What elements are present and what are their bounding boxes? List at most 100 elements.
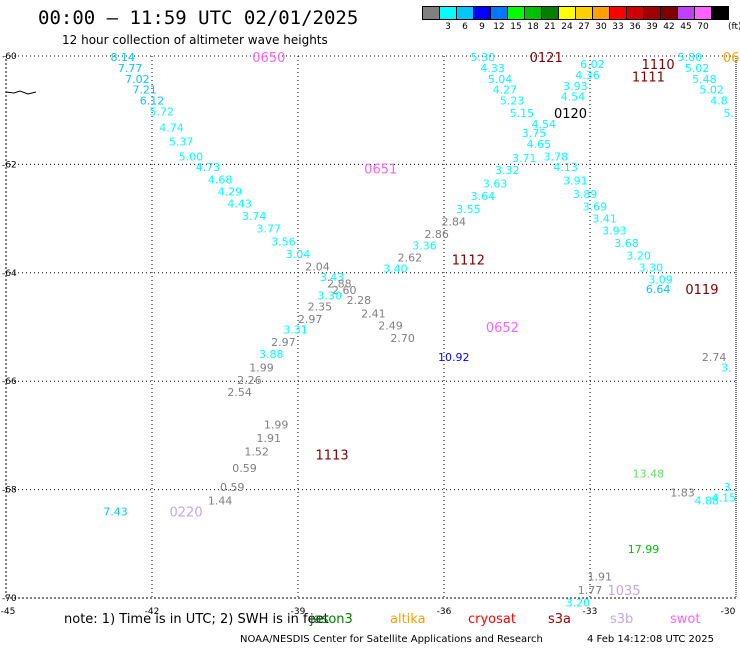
- wave-height-value: 4.88: [695, 494, 720, 507]
- legend-tick-label: 6: [462, 22, 468, 32]
- wave-height-value: 1.52: [244, 446, 269, 459]
- wave-height-value: 5.30: [471, 51, 496, 64]
- wave-height-value: 2.41: [361, 307, 386, 320]
- wave-height-value: 10.92: [438, 351, 470, 364]
- wave-height-value: 4.68: [208, 174, 233, 187]
- wave-height-value: 1.91: [257, 432, 282, 445]
- lon-tick-label: -42: [145, 607, 160, 617]
- wave-height-value: 3.31: [283, 324, 308, 337]
- wave-height-value: 2.35: [308, 300, 333, 313]
- track-time-label: 1113: [316, 448, 349, 463]
- lon-tick-label: -39: [291, 607, 306, 617]
- wave-height-value: 3.41: [592, 213, 617, 226]
- legend-tick-label: 30: [595, 22, 607, 32]
- legend-tick-label: 42: [663, 22, 675, 32]
- wave-height-value: 5.02: [685, 62, 710, 75]
- page-title: 00:00 – 11:59 UTC 02/01/2025: [38, 7, 359, 29]
- wave-height-value: 3.88: [259, 348, 284, 361]
- track-time-label: 0650: [252, 51, 285, 66]
- wave-height-value: 4.33: [480, 62, 505, 75]
- legend-tick-label: 45: [680, 22, 692, 32]
- legend-tick-label: 15: [510, 22, 522, 32]
- wave-height-value: 1.99: [249, 362, 274, 375]
- lat-tick-label: -64: [2, 269, 17, 279]
- lon-tick-label: -33: [583, 607, 598, 617]
- wave-height-value: 2.04: [305, 260, 330, 273]
- wave-height-value: 2.97: [271, 336, 296, 349]
- track-time-label: 0651: [364, 163, 397, 178]
- wave-height-value: 4.73: [196, 161, 221, 174]
- wave-height-value: 6.02: [580, 58, 605, 71]
- wave-height-value: 2.60: [332, 284, 357, 297]
- wave-height-value: 5.37: [169, 136, 194, 149]
- lon-tick-label: -45: [1, 607, 16, 617]
- wave-height-value: 3.30: [639, 261, 664, 274]
- track-time-label: 0652: [486, 321, 519, 336]
- wave-height-value: 3.68: [614, 237, 639, 250]
- legend-tick-label: 70: [697, 22, 709, 32]
- wave-height-value: 3.: [723, 481, 734, 494]
- wave-height-value: 4.54: [532, 118, 557, 131]
- wave-height-value: 4.8: [710, 94, 728, 107]
- wave-height-value: 1.99: [264, 419, 289, 432]
- wave-height-value: 2.49: [378, 319, 403, 332]
- wave-height-value: 5.: [723, 107, 734, 120]
- wave-height-value: 2.28: [347, 294, 372, 307]
- wave-height-value: 7.02: [125, 73, 150, 86]
- wave-height-value: 2.88: [327, 278, 352, 291]
- wave-height-value: 4.29: [218, 186, 243, 199]
- wave-height-value: 5.80: [678, 51, 703, 64]
- wave-height-value: 3.93: [602, 225, 627, 238]
- wave-height-value: 3.89: [573, 188, 598, 201]
- satellite-label-altika: altika: [390, 612, 426, 627]
- wave-height-value: 5.15: [510, 107, 535, 120]
- wave-height-value: 3.63: [483, 177, 508, 190]
- wave-height-value: 2.97: [298, 313, 323, 326]
- wave-height-value: 3.56: [271, 235, 296, 248]
- track-time-label: 1110: [642, 58, 675, 73]
- legend-tick-label: 12: [493, 22, 505, 32]
- footer-note: note: 1) Time is in UTC; 2) SWH is in fe…: [64, 612, 329, 627]
- wave-height-value: 7.21: [132, 84, 157, 97]
- wave-height-value: 4.54: [561, 91, 586, 104]
- wave-height-value: 5.04: [488, 73, 513, 86]
- legend-swatch: [711, 6, 729, 20]
- lat-tick-label: -66: [2, 377, 17, 387]
- track-time-label: 1111: [632, 71, 665, 86]
- wave-height-value: 1.44: [208, 494, 233, 507]
- wave-height-value: 3.71: [512, 152, 537, 165]
- satellite-label-s3a: s3a: [548, 612, 572, 627]
- wave-height-value: 2.26: [237, 374, 262, 387]
- lon-tick-label: -36: [437, 607, 452, 617]
- wave-height-value: 5.23: [500, 94, 525, 107]
- wave-height-value: 1.77: [578, 584, 603, 597]
- generated-timestamp: 4 Feb 14:12:08 UTC 2025: [587, 634, 714, 645]
- wave-height-value: 7.77: [118, 62, 143, 75]
- track-time-label: 0121: [530, 51, 563, 66]
- wave-height-value: 3.20: [566, 596, 591, 609]
- lat-tick-label: -70: [2, 594, 17, 604]
- wave-height-value: 2.74: [702, 351, 727, 364]
- wave-height-value: 5.02: [699, 84, 724, 97]
- wave-height-value: 3.55: [456, 203, 481, 216]
- wave-height-value: 3.30: [317, 290, 342, 303]
- wave-height-value: 5.48: [692, 73, 717, 86]
- legend-tick-label: 3: [445, 22, 451, 32]
- wave-height-value: 2.84: [441, 215, 466, 228]
- page-subtitle: 12 hour collection of altimeter wave hei…: [62, 33, 328, 47]
- wave-height-value: 6.64: [646, 283, 671, 296]
- wave-height-value: 0.59: [220, 481, 245, 494]
- wave-height-value: 2.54: [227, 386, 252, 399]
- wave-height-value: 3.75: [522, 127, 547, 140]
- track-time-label: 1112: [452, 253, 485, 268]
- legend-tick-label: 27: [578, 22, 590, 32]
- legend-tick-label: 33: [612, 22, 624, 32]
- wave-height-value: 3.09: [648, 273, 673, 286]
- lon-tick-label: -30: [721, 607, 736, 617]
- wave-height-value: 2.62: [398, 252, 423, 265]
- wave-height-value: 1.83: [670, 486, 695, 499]
- wave-height-value: 4.15: [712, 492, 737, 505]
- wave-height-value: 3.78: [544, 150, 569, 163]
- legend-tick-label: 24: [561, 22, 573, 32]
- track-time-label: 1035: [608, 584, 641, 599]
